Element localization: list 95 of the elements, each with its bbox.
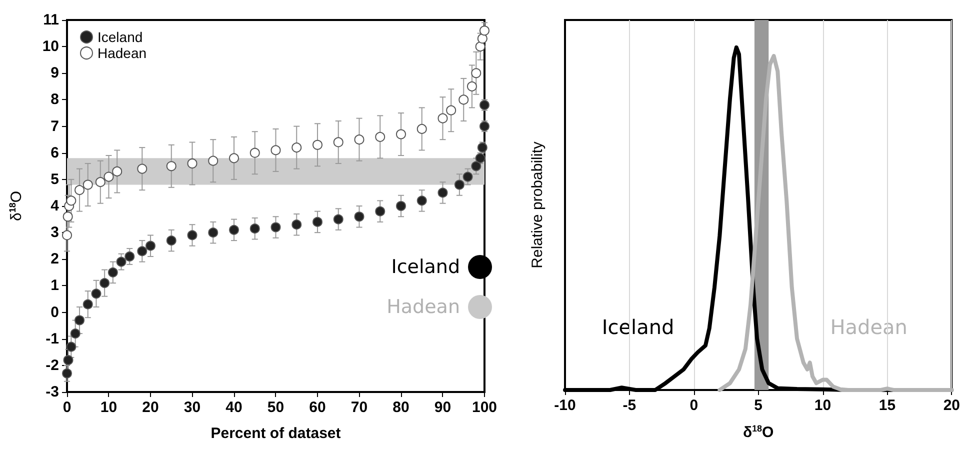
point — [466, 81, 477, 92]
y-tick-label: 2 — [50, 250, 59, 268]
point — [375, 206, 386, 216]
point — [416, 196, 427, 206]
point — [333, 214, 344, 224]
point — [229, 224, 239, 235]
y-axis-title: δ18O — [8, 190, 25, 222]
point — [74, 185, 85, 196]
x-tick-label: 10 — [814, 397, 832, 414]
y-tick-label: 11 — [43, 12, 59, 28]
x-tick-label: -5 — [622, 397, 636, 414]
point — [70, 328, 80, 339]
point — [471, 68, 482, 78]
point — [95, 177, 106, 188]
point — [475, 42, 486, 52]
legend-label: Hadean — [98, 45, 147, 61]
point — [270, 222, 281, 232]
point — [208, 228, 218, 238]
y-tick-label: -2 — [46, 356, 59, 374]
x-tick-label: 20 — [142, 399, 159, 416]
y-tick-label: 3 — [50, 224, 59, 242]
y-axis-title: Relative probability — [529, 141, 546, 268]
point — [124, 251, 135, 262]
y-tick-label: 5 — [50, 170, 59, 188]
y-tick-label: 4 — [50, 198, 60, 214]
point — [104, 172, 114, 182]
point — [250, 148, 260, 158]
point — [62, 230, 72, 240]
point — [354, 212, 364, 222]
x-tick-label: 40 — [226, 399, 242, 416]
x-tick-label: 15 — [878, 397, 896, 414]
point — [250, 224, 260, 234]
y-tick-label: 0 — [50, 304, 59, 321]
x-tick-label: 30 — [184, 399, 201, 416]
point — [458, 94, 469, 105]
y-tick-label: -3 — [46, 384, 59, 400]
point — [396, 201, 406, 211]
legend-label: Iceland — [98, 29, 143, 45]
point — [108, 267, 118, 278]
point — [438, 188, 448, 198]
annotation: Hadean — [386, 296, 460, 318]
x-tick-label: 10 — [100, 399, 118, 416]
point — [112, 166, 122, 176]
x-tick-label: 0 — [62, 399, 72, 416]
point — [438, 113, 448, 124]
point — [166, 161, 176, 172]
point — [396, 129, 406, 140]
point — [116, 256, 126, 267]
point — [292, 142, 302, 153]
x-tick-label: 20 — [943, 397, 960, 414]
point — [137, 164, 148, 174]
point — [82, 180, 93, 190]
y-tick-label: 6 — [50, 144, 59, 162]
point — [454, 180, 464, 190]
y-tick-label: -1 — [46, 330, 59, 348]
point — [375, 132, 386, 142]
point — [312, 216, 322, 227]
point — [229, 153, 239, 164]
x-tick-label: 60 — [309, 399, 326, 416]
point — [91, 288, 102, 299]
x-axis-title: Percent of dataset — [210, 425, 341, 442]
y-tick-label: 8 — [50, 91, 59, 108]
x-tick-label: 80 — [392, 399, 410, 416]
annotation: Iceland — [391, 256, 460, 278]
series-label: Hadean — [830, 315, 908, 340]
x-tick-label: -10 — [554, 397, 576, 414]
point — [462, 172, 473, 182]
point — [187, 230, 198, 240]
point — [137, 246, 148, 256]
point — [333, 137, 344, 148]
point — [292, 220, 302, 230]
x-tick-label: 0 — [690, 397, 698, 414]
point — [82, 299, 93, 310]
series-label: Iceland — [602, 315, 674, 340]
point — [270, 145, 281, 156]
point — [208, 156, 218, 166]
point — [416, 124, 427, 134]
y-tick-label: 10 — [42, 38, 59, 56]
y-tick-label: 1 — [50, 277, 59, 294]
point — [446, 105, 456, 116]
point — [187, 158, 198, 168]
point — [354, 134, 364, 145]
x-tick-label: 5 — [754, 397, 762, 414]
point — [100, 278, 110, 288]
x-tick-label: 100 — [472, 399, 497, 416]
y-tick-label: 9 — [50, 64, 59, 82]
point — [312, 140, 322, 150]
point — [74, 315, 85, 326]
point — [146, 240, 156, 251]
point — [166, 236, 176, 246]
x-tick-label: 90 — [434, 399, 452, 416]
x-tick-label: 50 — [267, 399, 284, 416]
x-tick-label: 70 — [350, 399, 368, 416]
point — [471, 161, 482, 172]
y-tick-label: 7 — [50, 118, 59, 135]
